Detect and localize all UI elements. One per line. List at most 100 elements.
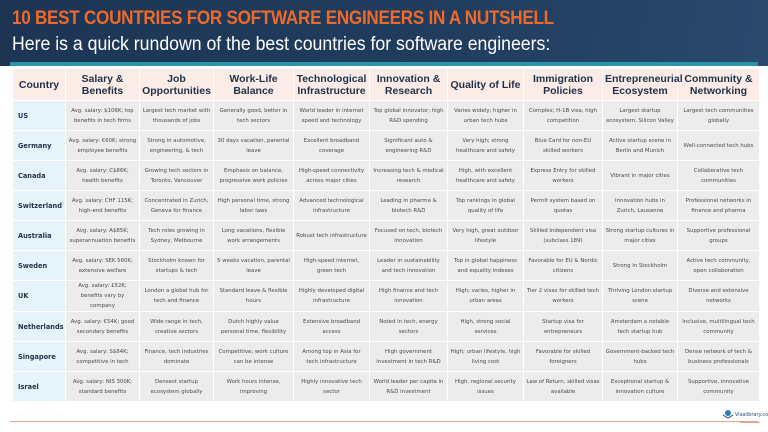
table-cell: Finance, tech industries dominate: [140, 342, 213, 371]
country-name-cell: Israel: [13, 372, 65, 401]
table-cell: Standard leave & flexible hours: [214, 281, 293, 311]
table-cell: High-speed connectivity across major cit…: [294, 161, 369, 190]
page-title: 10 BEST COUNTRIES FOR SOFTWARE ENGINEERS…: [12, 8, 554, 29]
table-row: Australia Avg. salary: A$85K; superannuat…: [13, 221, 759, 250]
globe-book-icon: [722, 410, 734, 419]
table-cell: 30 days vacation, parental leave: [214, 131, 293, 160]
logo-underline: [740, 422, 760, 423]
table-cell: Work hours intense, improving: [214, 372, 293, 401]
table-row: Netherlands Avg. salary: €54K; good secon…: [13, 312, 759, 341]
column-header: Salary & Benefits: [66, 69, 139, 100]
table-cell: Vibrant in major cities: [603, 161, 677, 190]
table-cell: Long vacations, flexible work arrangemen…: [214, 221, 293, 250]
table-cell: High, with excellent healthcare and safe…: [448, 161, 523, 190]
table-cell: Significant auto & engineering R&D: [370, 131, 447, 160]
table-cell: High; urban lifestyle, high living cost: [448, 342, 523, 371]
table-cell: High, strong social services: [448, 312, 523, 341]
table-row: Switzerland Avg. salary: CHF 115K; high-e…: [13, 191, 759, 220]
table-cell: Avg. salary: CHF 115K; high-end benefits: [66, 191, 139, 220]
table-cell: Highly innovative tech sector: [294, 372, 369, 401]
table-cell: Avg. salary: C$86K; health benefits: [66, 161, 139, 190]
table-cell: Dense network of tech & business profess…: [678, 342, 759, 371]
table-cell: Top rankings in global quality of life: [448, 191, 523, 220]
table-cell: Concentrated in Zurich, Geneva for finan…: [140, 191, 213, 220]
table-cell: Focused on tech, biotech innovation: [370, 221, 447, 250]
table-cell: Avg. salary: NIS 300K; standard benefits: [66, 372, 139, 401]
column-header: Technological Infrastructure: [294, 69, 369, 100]
table-cell: Densest startup ecosystem globally: [140, 372, 213, 401]
table-cell: Active tech community, open collaboratio…: [678, 251, 759, 280]
column-header: Immigration Policies: [524, 69, 602, 100]
table-cell: Collaborative tech communities: [678, 161, 759, 190]
table-cell: High-speed internet, green tech: [294, 251, 369, 280]
table-cell: Active startup scene in Berlin and Munic…: [603, 131, 677, 160]
table-cell: Generally good, better in tech sectors: [214, 101, 293, 130]
country-name-cell: Australia: [13, 221, 65, 250]
page-subtitle: Here is a quick rundown of the best coun…: [12, 34, 551, 55]
column-header: Country: [13, 69, 65, 100]
table-cell: Top global innovator; high R&D spending: [370, 101, 447, 130]
table-cell: Very high; strong healthcare and safety: [448, 131, 523, 160]
table-cell: Dutch highly value personal time, flexib…: [214, 312, 293, 341]
table-cell: Leading in pharma & biotech R&D: [370, 191, 447, 220]
table-cell: Inclusive, multilingual tech community: [678, 312, 759, 341]
table-cell: Skilled Independent visa (subclass 189): [524, 221, 602, 250]
country-name-cell: Singapore: [13, 342, 65, 371]
table-cell: Competitive; work culture can be intense: [214, 342, 293, 371]
table-cell: Supportive, innovative community: [678, 372, 759, 401]
country-name-cell: Netherlands: [13, 312, 65, 341]
table-row: Singapore Avg. salary: S$84K; competitive…: [13, 342, 759, 371]
country-name-cell: UK: [13, 281, 65, 311]
table-cell: Tech roles growing in Sydney, Melbourne: [140, 221, 213, 250]
table-cell: Avg. salary: SEK 560K; extensive welfare: [66, 251, 139, 280]
table-cell: Avg. salary: €60K; strong employee benef…: [66, 131, 139, 160]
country-name-cell: Canada: [13, 161, 65, 190]
table-row: Sweden Avg. salary: SEK 560K; extensive w…: [13, 251, 759, 280]
table-cell: Among top in Asia for tech infrastructur…: [294, 342, 369, 371]
column-header: Innovation & Research: [370, 69, 447, 100]
table-cell: London a global hub for tech and finance: [140, 281, 213, 311]
table-cell: Avg. salary: £52K; benefits vary by comp…: [66, 281, 139, 311]
table-cell: Thriving London startup scene: [603, 281, 677, 311]
table-cell: Excellent broadband coverage: [294, 131, 369, 160]
column-header: Job Opportunities: [140, 69, 213, 100]
table-cell: Top in global happiness and equality ind…: [448, 251, 523, 280]
table-cell: Diverse and extensive networks: [678, 281, 759, 311]
visalibrary-logo[interactable]: Visalibrary.com: [722, 409, 768, 429]
table-cell: Favorable for EU & Nordic citizens: [524, 251, 602, 280]
table-cell: Blue Card for non-EU skilled workers: [524, 131, 602, 160]
table-cell: Express Entry for skilled workers: [524, 161, 602, 190]
table-cell: Leader in sustainability and tech innova…: [370, 251, 447, 280]
table-cell: Wide range in tech, creative sectors: [140, 312, 213, 341]
table-cell: Robust tech infrastructure: [294, 221, 369, 250]
table-body: US Avg. salary: $106K; top benefits in te…: [13, 101, 759, 401]
table-cell: Government-backed tech hubs: [603, 342, 677, 371]
table-cell: Avg. salary: $106K; top benefits in tech…: [66, 101, 139, 130]
accent-divider: [10, 62, 758, 66]
column-header: Entrepreneurial Ecosystem: [603, 69, 683, 100]
table-cell: Increasing tech & medical research: [370, 161, 447, 190]
table-cell: Highly developed digital infrastructure: [294, 281, 369, 311]
table-cell: Exceptional startup & innovation culture: [603, 372, 677, 401]
table-cell: Amsterdam a notable tech startup hub: [603, 312, 677, 341]
country-name-cell: Germany: [13, 131, 65, 160]
table-cell: Noted in tech, energy sectors: [370, 312, 447, 341]
footer-divider: [10, 421, 758, 422]
table-row: Germany Avg. salary: €60K; strong employe…: [13, 131, 759, 160]
logo-text: Visalibrary.com: [735, 412, 768, 418]
table-cell: Strong startup cultures in major cities: [603, 221, 677, 250]
country-name-cell: Sweden: [13, 251, 65, 280]
table-cell: Largest tech market with thousands of jo…: [140, 101, 213, 130]
table-row: US Avg. salary: $106K; top benefits in te…: [13, 101, 759, 130]
table-row: Israel Avg. salary: NIS 300K; standard be…: [13, 372, 759, 401]
table-cell: Stockholm known for startups & tech: [140, 251, 213, 280]
column-header: Quality of Life: [448, 69, 523, 100]
table-cell: Supportive professional groups: [678, 221, 759, 250]
table-cell: Innovation hubs in Zurich, Lausanne: [603, 191, 677, 220]
country-name-cell: Switzerland: [13, 191, 65, 220]
table-cell: 5 weeks vacation, parental leave: [214, 251, 293, 280]
table-cell: Avg. salary: S$84K; competitive in tech: [66, 342, 139, 371]
table-cell: High; varies, higher in urban areas: [448, 281, 523, 311]
table-cell: Varies widely; higher in urban tech hubs: [448, 101, 523, 130]
table-row: UK Avg. salary: £52K; benefits vary by co…: [13, 281, 759, 311]
